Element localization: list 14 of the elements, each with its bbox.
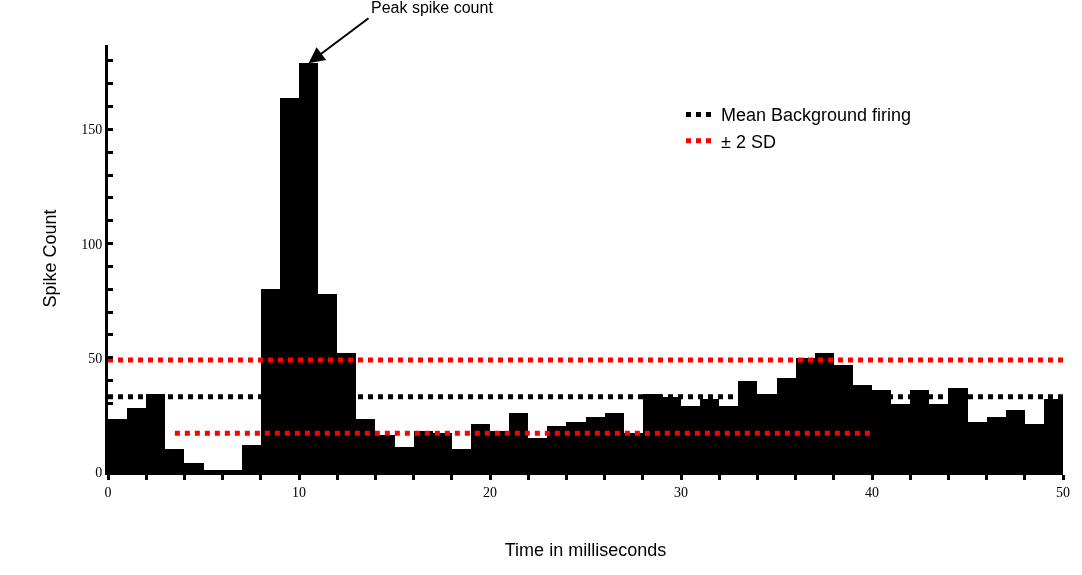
x-tick-label: 10 <box>292 484 306 500</box>
y-axis-title: Spike Count <box>40 209 61 308</box>
x-tick-label: 30 <box>674 484 688 500</box>
y-tick-label: 0 <box>95 464 103 480</box>
legend-label: ± 2 SD <box>721 131 776 152</box>
y-tick-label: 50 <box>88 350 103 366</box>
legend-label: Mean Background firing <box>721 105 912 126</box>
y-tick-label: 100 <box>81 236 103 252</box>
x-axis-title: Time in milliseconds <box>504 539 667 560</box>
x-tick-label: 40 <box>865 484 879 500</box>
y-tick-label: 150 <box>81 122 103 138</box>
x-tick-label: 50 <box>1056 484 1070 500</box>
annotation: Peak spike count <box>371 0 494 16</box>
x-tick-label: 20 <box>483 484 497 500</box>
